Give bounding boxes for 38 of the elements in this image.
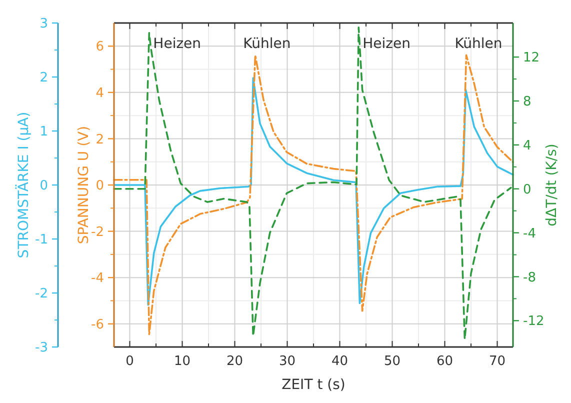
y2-axis-title: dΔT/dt (K/s)	[544, 144, 560, 226]
x-tick-label: 30	[278, 354, 296, 369]
annotation: Kühlen	[243, 36, 291, 52]
x-tick-label: 70	[488, 354, 506, 369]
line-series	[113, 77, 514, 306]
y3-tick-label: -1	[35, 232, 48, 248]
annotation: Heizen	[153, 36, 202, 52]
x-tick-label: 10	[174, 354, 191, 369]
y3-tick-label: 2	[40, 70, 48, 86]
y3-tick-label: 1	[40, 124, 48, 140]
y3-axis-title: STROMSTÄRKE I (µA)	[15, 112, 32, 258]
y-tick-label: -6	[91, 317, 104, 332]
y-axis-title: SPANNUNG U (V)	[76, 126, 92, 244]
annotation: Heizen	[362, 36, 411, 52]
y2-tick-label: -8	[523, 270, 536, 286]
y3-tick-label: 3	[40, 16, 48, 32]
annotation: Kühlen	[454, 36, 502, 52]
y3-tick-label: 0	[40, 178, 48, 194]
x-tick-label: 40	[331, 354, 348, 369]
x-tick-label: 0	[126, 354, 134, 369]
y2-tick-label: 4	[523, 138, 532, 154]
y3-tick-label: -2	[35, 286, 48, 302]
y2-tick-label: 12	[523, 50, 540, 66]
y2-tick-label: 8	[523, 94, 532, 110]
y-tick-label: 0	[96, 178, 104, 194]
y-tick-label: 2	[96, 132, 104, 148]
y2-tick-label: 0	[523, 182, 532, 198]
y-tick-label: 4	[96, 86, 104, 101]
x-tick-label: 50	[384, 354, 401, 369]
y3-tick-label: -3	[35, 340, 48, 356]
y-tick-label: -4	[91, 271, 104, 286]
x-tick-label: 60	[436, 354, 454, 369]
x-tick-label: 20	[226, 354, 244, 369]
x-axis-title: ZEIT t (s)	[282, 377, 346, 393]
y2-tick-label: -4	[523, 226, 536, 242]
y2-tick-label: -12	[523, 314, 544, 330]
y-tick-label: -2	[91, 224, 104, 240]
y-tick-label: 6	[96, 40, 104, 55]
